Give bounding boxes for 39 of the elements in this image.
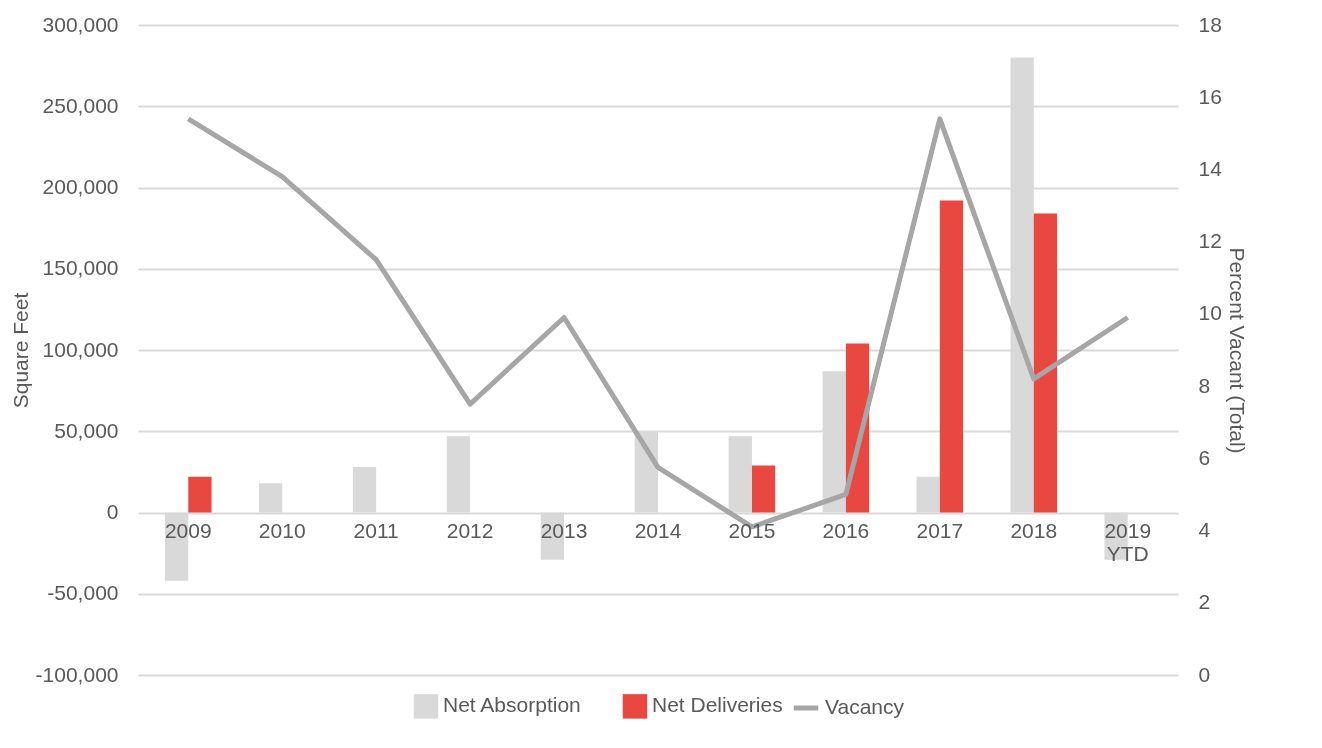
x-tick-label: 2010 bbox=[258, 519, 306, 542]
legend-label: Vacancy bbox=[825, 695, 905, 718]
bar bbox=[1033, 213, 1058, 513]
x-tick-label: 2012 bbox=[446, 519, 494, 542]
x-tick-label: 2017 bbox=[916, 519, 964, 542]
y-tick-label: -100,000 bbox=[35, 662, 119, 686]
bar bbox=[751, 465, 776, 513]
x-tick-label: 2018 bbox=[1010, 519, 1058, 542]
y2-tick-label: 6 bbox=[1198, 445, 1211, 469]
y2-tick-label: 18 bbox=[1198, 12, 1222, 36]
y2-tick-label: 4 bbox=[1198, 518, 1211, 542]
x-tick-label: 2013 bbox=[540, 519, 588, 542]
y2-tick-label: 8 bbox=[1198, 373, 1211, 397]
y2-tick-label: 16 bbox=[1198, 84, 1222, 108]
y-tick-label: 250,000 bbox=[42, 93, 119, 117]
y-axis-title: Square Feet bbox=[8, 292, 32, 409]
bar bbox=[188, 476, 212, 513]
y-tick-label: 0 bbox=[106, 500, 119, 523]
y-tick-label: 150,000 bbox=[42, 256, 119, 280]
x-tick-label: 2011 bbox=[353, 519, 399, 542]
y2-axis-title: Percent Vacant (Total) bbox=[1225, 247, 1249, 454]
legend-label: Net Deliveries bbox=[652, 693, 783, 717]
y2-tick-label: 10 bbox=[1198, 301, 1222, 325]
y-tick-label: -50,000 bbox=[47, 581, 119, 605]
legend-label: Net Absorption bbox=[443, 693, 581, 717]
y-tick-label: 50,000 bbox=[54, 418, 119, 442]
x-tick-label: 2016 bbox=[822, 519, 870, 542]
x-tick-label: 2019 YTD bbox=[1104, 519, 1152, 565]
y-tick-label: 100,000 bbox=[42, 337, 119, 361]
x-tick-label: 2015 bbox=[728, 519, 776, 542]
y2-tick-label: 2 bbox=[1198, 590, 1211, 614]
bar bbox=[939, 200, 964, 513]
y2-tick-label: 12 bbox=[1198, 229, 1222, 253]
x-tick-label: 2009 bbox=[164, 519, 212, 542]
x-tick-label: 2014 bbox=[634, 519, 682, 542]
y-tick-label: 300,000 bbox=[42, 12, 119, 36]
y-tick-label: 200,000 bbox=[42, 175, 119, 198]
y2-tick-label: 14 bbox=[1198, 156, 1223, 180]
y2-tick-label: 0 bbox=[1198, 662, 1211, 686]
